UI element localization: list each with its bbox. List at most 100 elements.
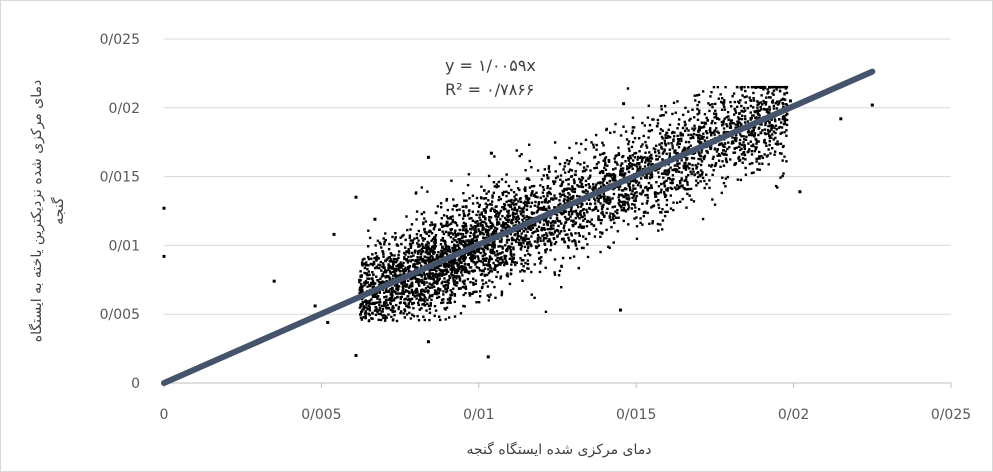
data-point [460, 264, 463, 268]
data-point [383, 266, 386, 270]
data-point [653, 148, 657, 151]
x-axis-title: دمای مرکزی شده ایستگاه گنجه [466, 441, 651, 458]
data-point [486, 285, 490, 288]
data-point [726, 147, 729, 151]
data-point [597, 218, 600, 221]
data-point [490, 200, 494, 203]
data-point [546, 186, 549, 190]
data-point [686, 183, 689, 186]
data-point [627, 140, 631, 143]
data-point [431, 283, 434, 287]
data-point [770, 136, 773, 139]
data-point [553, 220, 557, 223]
data-point [701, 171, 704, 174]
data-point [410, 277, 413, 281]
data-point [542, 237, 546, 240]
data-point [554, 176, 558, 180]
data-point [618, 173, 622, 177]
data-point [750, 129, 754, 133]
data-point [358, 286, 362, 290]
data-point [437, 291, 440, 294]
data-point [723, 142, 727, 145]
data-point [574, 242, 577, 245]
data-point [367, 304, 371, 307]
data-point [367, 312, 371, 316]
data-point [609, 198, 612, 201]
data-point [370, 317, 373, 320]
data-point [664, 194, 668, 197]
data-point [475, 261, 478, 264]
data-point [571, 190, 575, 193]
data-point [615, 154, 618, 157]
data-point [677, 123, 680, 126]
data-point [720, 97, 724, 100]
data-point [568, 160, 571, 163]
data-point [549, 225, 553, 228]
data-point [431, 277, 435, 280]
data-point [733, 113, 736, 116]
data-point [505, 274, 509, 277]
data-point [439, 264, 442, 267]
data-point [423, 283, 426, 286]
data-point [429, 249, 432, 252]
data-point [468, 209, 471, 212]
data-point [621, 194, 625, 198]
data-point [656, 158, 659, 161]
data-point [505, 241, 509, 244]
data-point [741, 161, 744, 164]
data-point [414, 291, 417, 295]
data-point [431, 223, 435, 226]
data-point [381, 280, 384, 283]
data-point [635, 191, 638, 194]
data-point [726, 175, 730, 179]
data-point [644, 158, 648, 162]
data-point [582, 212, 586, 215]
data-point [506, 248, 509, 252]
data-point [382, 255, 385, 258]
data-point [400, 295, 404, 298]
data-point [780, 98, 783, 102]
data-point [388, 276, 391, 280]
data-point [395, 260, 398, 264]
data-point [629, 188, 632, 192]
data-point [446, 248, 449, 251]
data-point [723, 130, 726, 134]
data-point [532, 231, 535, 234]
data-point [394, 272, 397, 275]
data-point [637, 208, 641, 211]
data-point [750, 144, 753, 148]
data-point [740, 110, 744, 113]
data-point [442, 269, 445, 272]
data-point [514, 217, 518, 221]
data-point [761, 162, 764, 165]
data-point [745, 95, 748, 98]
data-point [490, 267, 493, 270]
data-point [727, 141, 730, 144]
data-point [541, 234, 544, 237]
data-point [368, 309, 372, 312]
data-point [776, 140, 779, 143]
data-point [773, 119, 777, 123]
data-point [453, 246, 457, 249]
outlier-point [798, 190, 802, 194]
data-point [407, 270, 411, 273]
data-point [487, 268, 490, 271]
data-point [678, 180, 682, 183]
data-point [605, 127, 609, 131]
data-point [457, 267, 460, 271]
data-point [743, 95, 746, 99]
data-point [435, 296, 439, 300]
data-point [664, 210, 667, 214]
data-point [690, 156, 694, 160]
data-point [701, 136, 704, 140]
data-point [474, 226, 477, 230]
data-point [616, 163, 619, 166]
data-point [462, 293, 465, 297]
data-point [663, 184, 667, 188]
data-point [667, 172, 670, 175]
data-point [536, 238, 539, 242]
data-point [578, 177, 581, 181]
data-point [410, 288, 414, 292]
data-point [580, 185, 583, 189]
